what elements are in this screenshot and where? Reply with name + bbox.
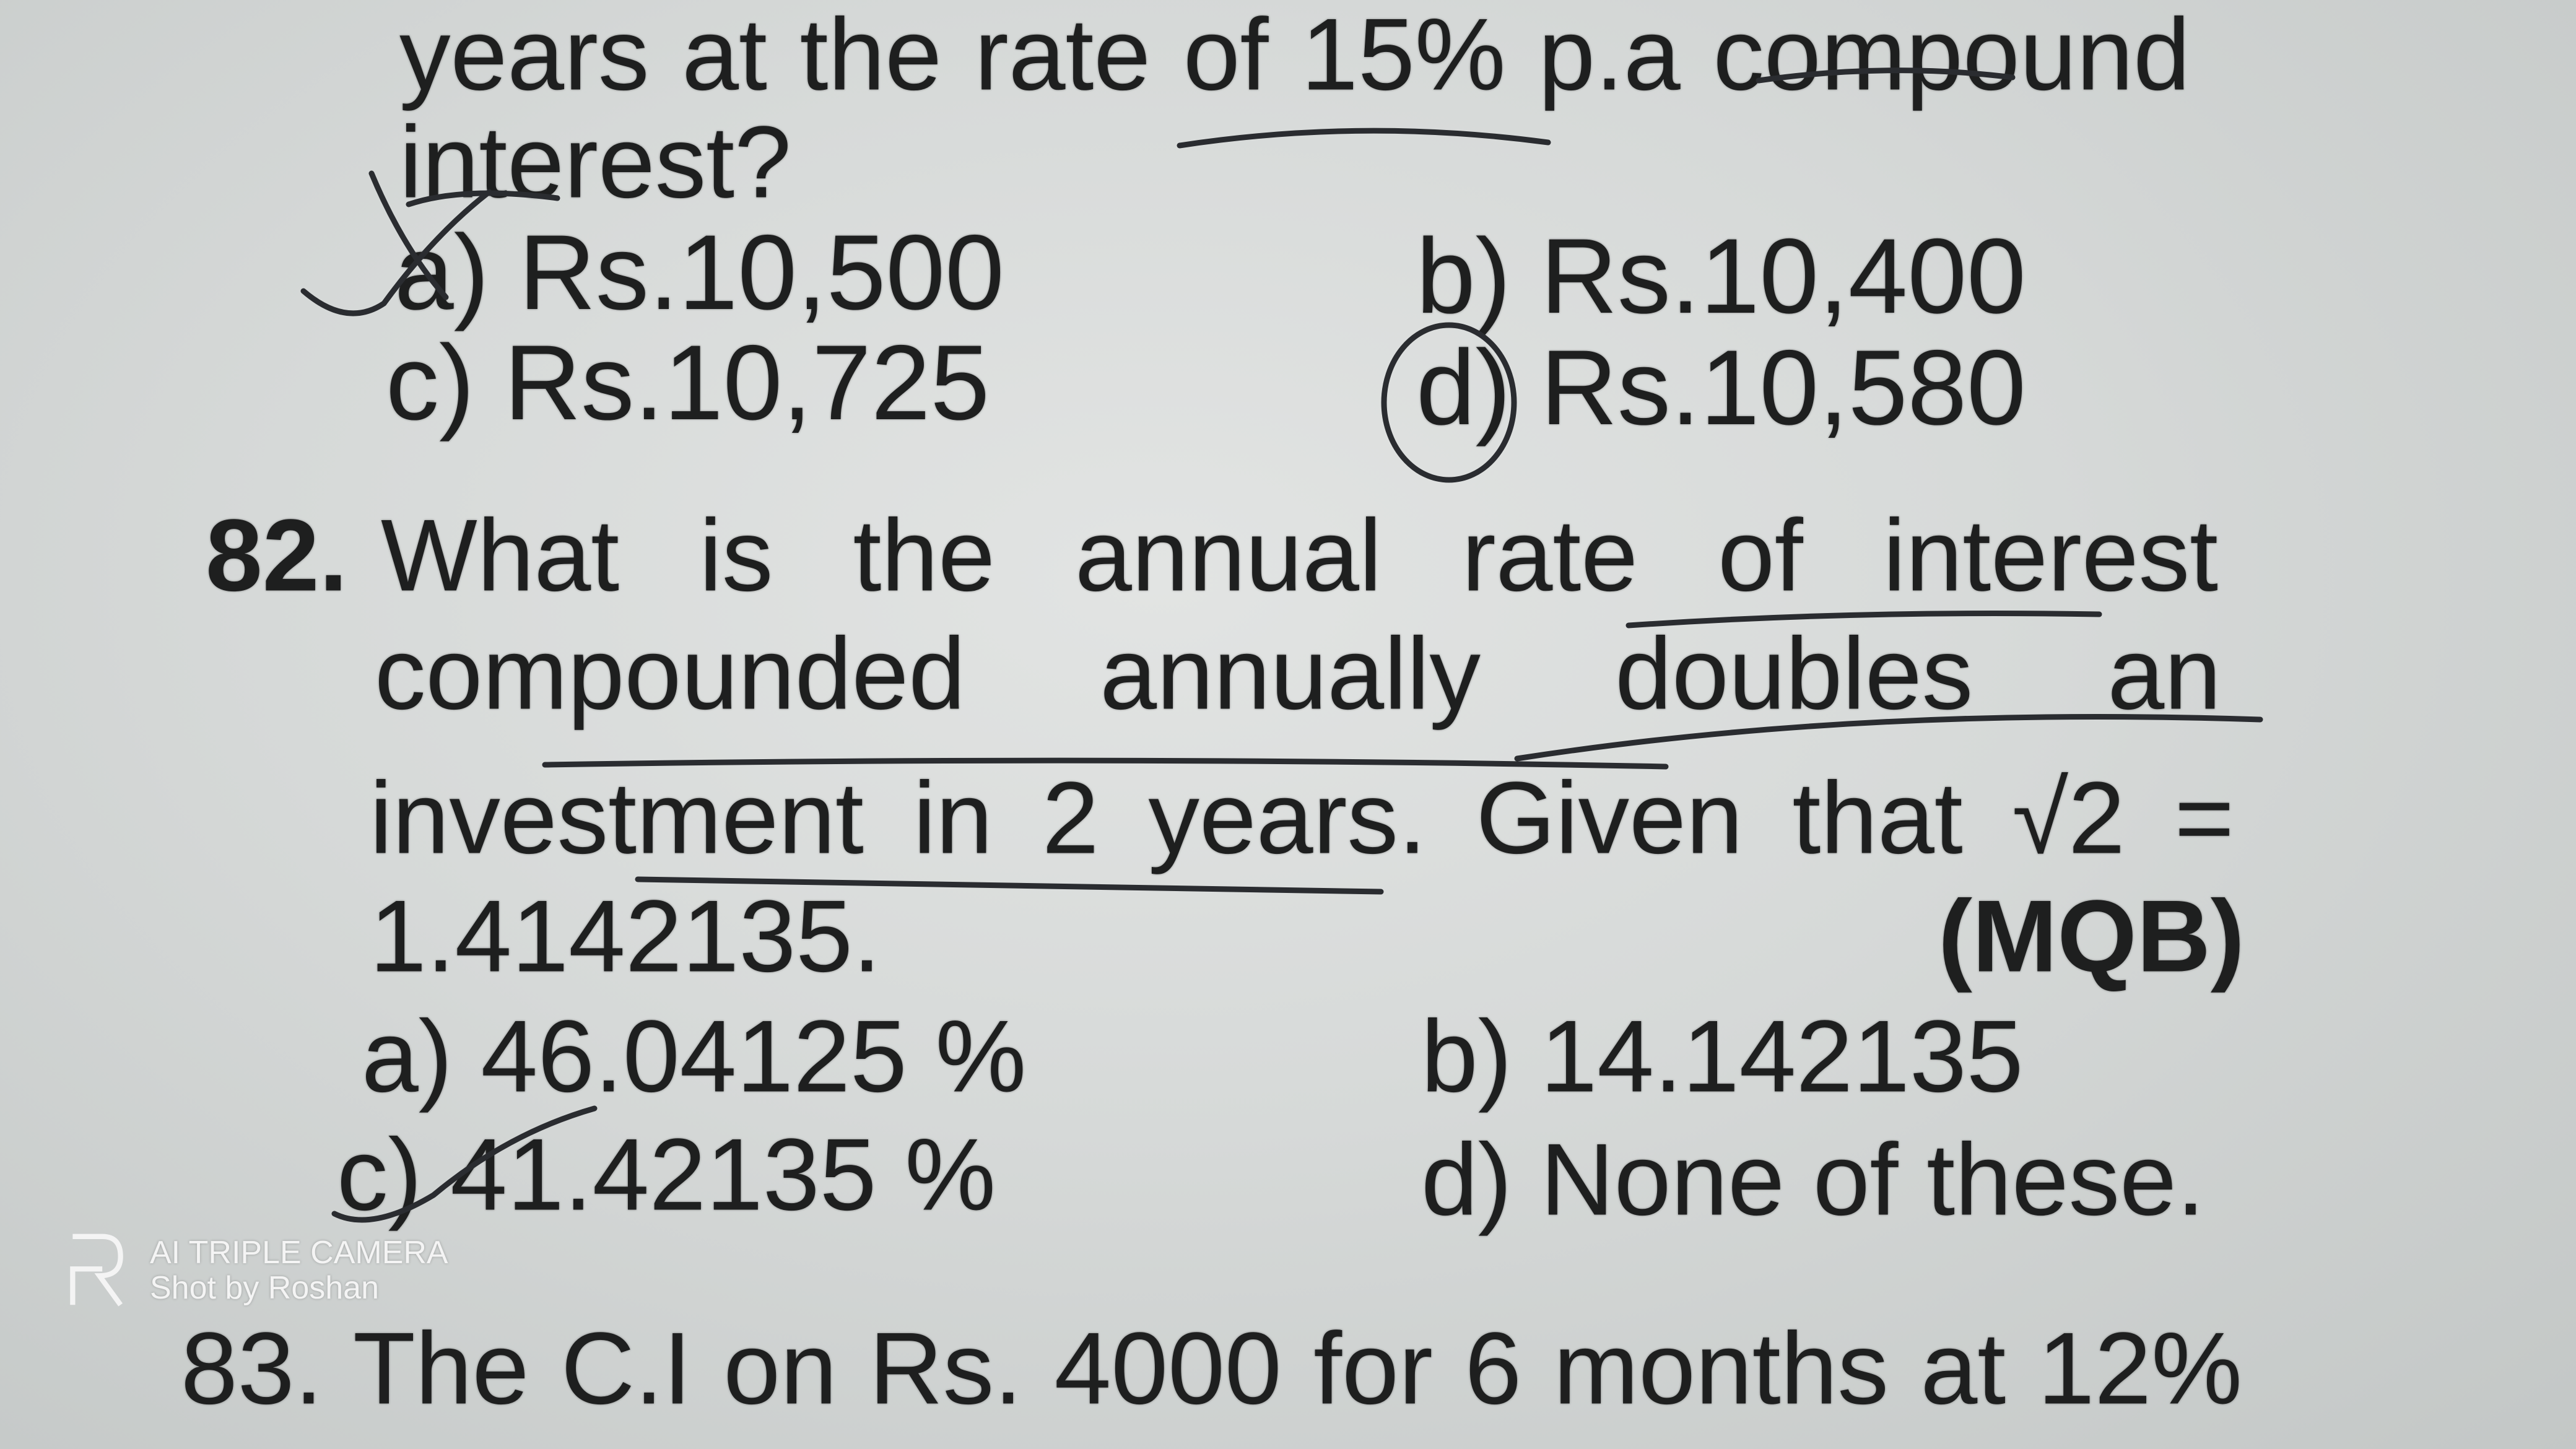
question-text: What is the annual rate of interest: [381, 498, 2218, 612]
option-a: a) Rs.10,500: [394, 213, 1004, 332]
option-b: b) 14.142135: [1421, 999, 2024, 1113]
option-a: a) 46.04125 %: [362, 999, 1027, 1113]
watermark-credit: Shot by Roshan: [150, 1270, 380, 1306]
text-line: interest?: [399, 105, 791, 219]
question-number: 82.: [206, 498, 348, 612]
option-c: c) Rs.10,725: [386, 323, 990, 442]
question-text: compounded annually doubles an: [375, 616, 2221, 731]
text-line: years at the rate of 15% p.a compound: [399, 0, 2190, 111]
source-tag: (MQB): [1938, 879, 2245, 993]
question-text: 83. The C.I on Rs. 4000 for 6 months at …: [181, 1311, 2242, 1425]
watermark-title: AI TRIPLE CAMERA: [150, 1234, 448, 1271]
question-text: investment in 2 years. Given that √2 =: [370, 760, 2234, 875]
question-text: 1.4142135.: [370, 879, 881, 993]
camera-watermark: AI TRIPLE CAMERA Shot by Roshan: [68, 1234, 448, 1308]
underline-mark: [1177, 128, 1551, 149]
option-c: c) 41.42135 %: [337, 1117, 996, 1232]
realme-logo-icon: [70, 1234, 123, 1307]
option-d: d) None of these.: [1421, 1122, 2205, 1237]
option-b: b) Rs.10,400: [1416, 217, 2026, 336]
option-d: d) Rs.10,580: [1416, 328, 2026, 447]
